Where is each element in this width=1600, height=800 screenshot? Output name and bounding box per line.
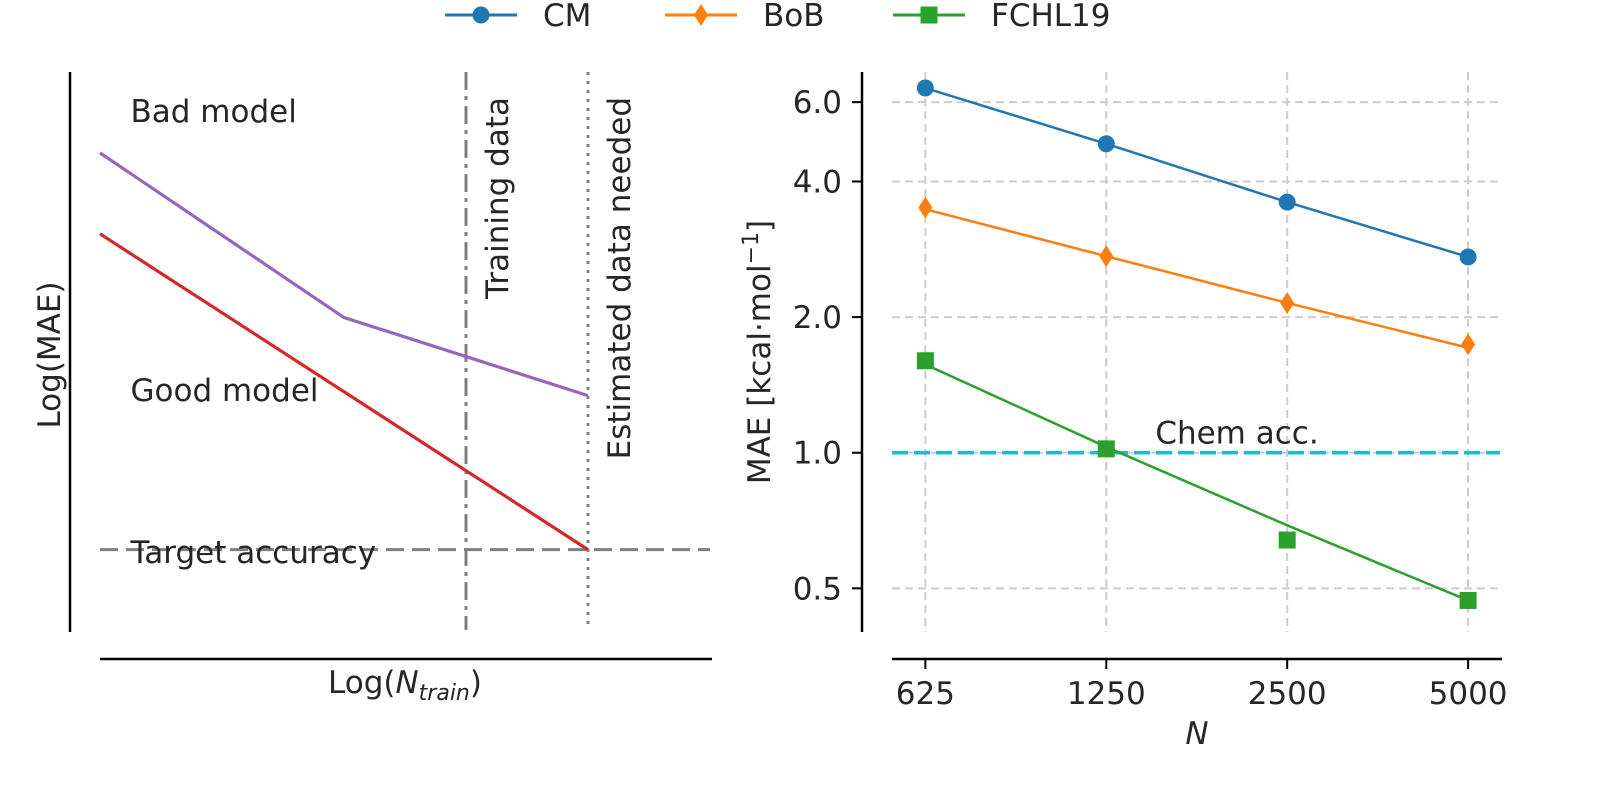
series-cm: [916, 79, 1477, 266]
data-point: [1461, 333, 1476, 356]
series-bob: [918, 196, 1476, 356]
chem-accuracy-reference: Chem acc.: [892, 416, 1500, 455]
data-point: [1278, 531, 1296, 549]
right-y-axis-label: MAE [kcal·mol−1]: [739, 220, 778, 484]
left-y-axis-label: Log(MAE): [32, 281, 68, 428]
legend-label: CM: [543, 0, 591, 34]
chem-accuracy-label: Chem acc.: [1155, 416, 1318, 452]
y-tick-label: 4.0: [793, 164, 842, 200]
y-tick-label: 0.5: [793, 571, 842, 607]
series-line: [924, 86, 1469, 259]
y-tick-label: 1.0: [793, 436, 842, 472]
data-point: [918, 196, 933, 219]
data-point: [1459, 591, 1477, 609]
legend-label: FCHL19: [991, 0, 1111, 34]
schematic-annotations: Bad model Good model Target accuracy Traini…: [130, 94, 639, 571]
legend: CM BoB FCHL19: [445, 0, 1111, 34]
x-tick-label: 625: [896, 676, 955, 712]
grid: [892, 72, 1500, 632]
series-line: [924, 363, 1469, 602]
legend-item-bob: BoB: [665, 0, 825, 34]
data-point: [916, 352, 934, 370]
legend-marker: [920, 6, 938, 24]
annotation-estimated-data-needed: Estimated data needed: [602, 97, 638, 459]
annotation-good-model: Good model: [131, 373, 319, 409]
legend-item-cm: CM: [445, 0, 591, 34]
good-model-line: [99, 232, 589, 551]
annotation-training-data: Training data: [480, 97, 516, 300]
legend-marker: [694, 4, 708, 26]
data-point: [1280, 291, 1295, 314]
data-point: [916, 79, 934, 97]
x-tick-label: 2500: [1248, 676, 1327, 712]
x-tick-label: 1250: [1067, 676, 1146, 712]
y-tick-label: 2.0: [793, 300, 842, 336]
series-line: [925, 208, 1469, 349]
legend-label: BoB: [763, 0, 825, 34]
y-ticks: 0.5 1.0 2.0 4.0 6.0: [793, 85, 862, 607]
data-point: [1459, 248, 1477, 266]
legend-item-fchl19: FCHL19: [893, 0, 1111, 34]
data-point: [1278, 193, 1296, 211]
data-point: [1097, 440, 1115, 458]
bad-model-line: [99, 151, 589, 398]
left-x-axis-label: Log(Ntrain): [328, 665, 482, 706]
x-ticks: 625 1250 2500 5000: [896, 659, 1508, 712]
x-tick-label: 5000: [1429, 676, 1508, 712]
schematic-lines: [99, 72, 710, 630]
data-point: [1099, 245, 1114, 268]
mae-learning-curve-panel: 0.5 1.0 2.0 4.0 6.0 625 1250 2500 5000 Chem acc…: [739, 72, 1508, 752]
series-fchl19: [916, 352, 1477, 609]
right-x-axis-label: N: [1185, 716, 1208, 752]
y-tick-label: 6.0: [793, 85, 842, 121]
schematic-panel: Bad model Good model Target accuracy Traini…: [32, 72, 712, 706]
annotation-bad-model: Bad model: [131, 94, 297, 130]
data-point: [1097, 135, 1115, 153]
annotation-target-accuracy: Target accuracy: [130, 535, 377, 571]
legend-marker: [472, 6, 490, 24]
series-group: [916, 79, 1477, 609]
